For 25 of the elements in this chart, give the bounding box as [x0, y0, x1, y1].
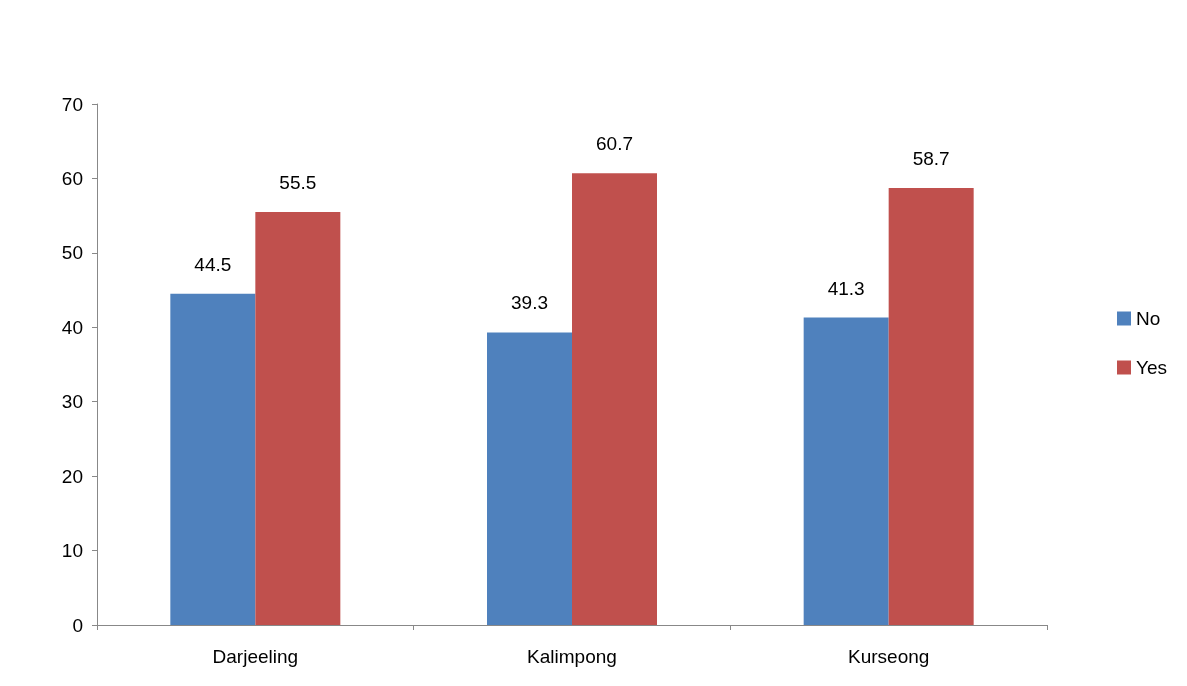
data-label: 41.3	[827, 277, 865, 299]
data-label: 44.5	[194, 253, 232, 275]
bar	[572, 173, 657, 625]
y-tick-label: 60	[61, 167, 83, 189]
legend-label: Yes	[1136, 357, 1167, 378]
data-label: 55.5	[279, 171, 317, 193]
bar	[487, 332, 572, 625]
y-tick-label: 30	[61, 391, 83, 413]
bar	[888, 188, 974, 625]
bar	[170, 293, 256, 625]
data-label: 60.7	[596, 133, 633, 155]
data-label: 39.3	[511, 292, 548, 314]
y-tick-label: 70	[61, 93, 83, 115]
legend-label: No	[1136, 308, 1161, 329]
x-tick-label: Kurseong	[847, 646, 930, 667]
y-tick-label: 40	[61, 316, 83, 338]
y-tick-label: 10	[61, 540, 83, 562]
x-tick-label: Darjeeling	[212, 646, 299, 667]
y-tick-label: 20	[61, 465, 83, 487]
y-tick-label: 50	[61, 242, 83, 264]
bar	[255, 211, 341, 625]
data-label: 58.7	[912, 148, 950, 170]
x-tick-label: Kalimpong	[527, 646, 617, 667]
bar	[803, 317, 889, 625]
y-tick-label: 0	[72, 614, 83, 636]
